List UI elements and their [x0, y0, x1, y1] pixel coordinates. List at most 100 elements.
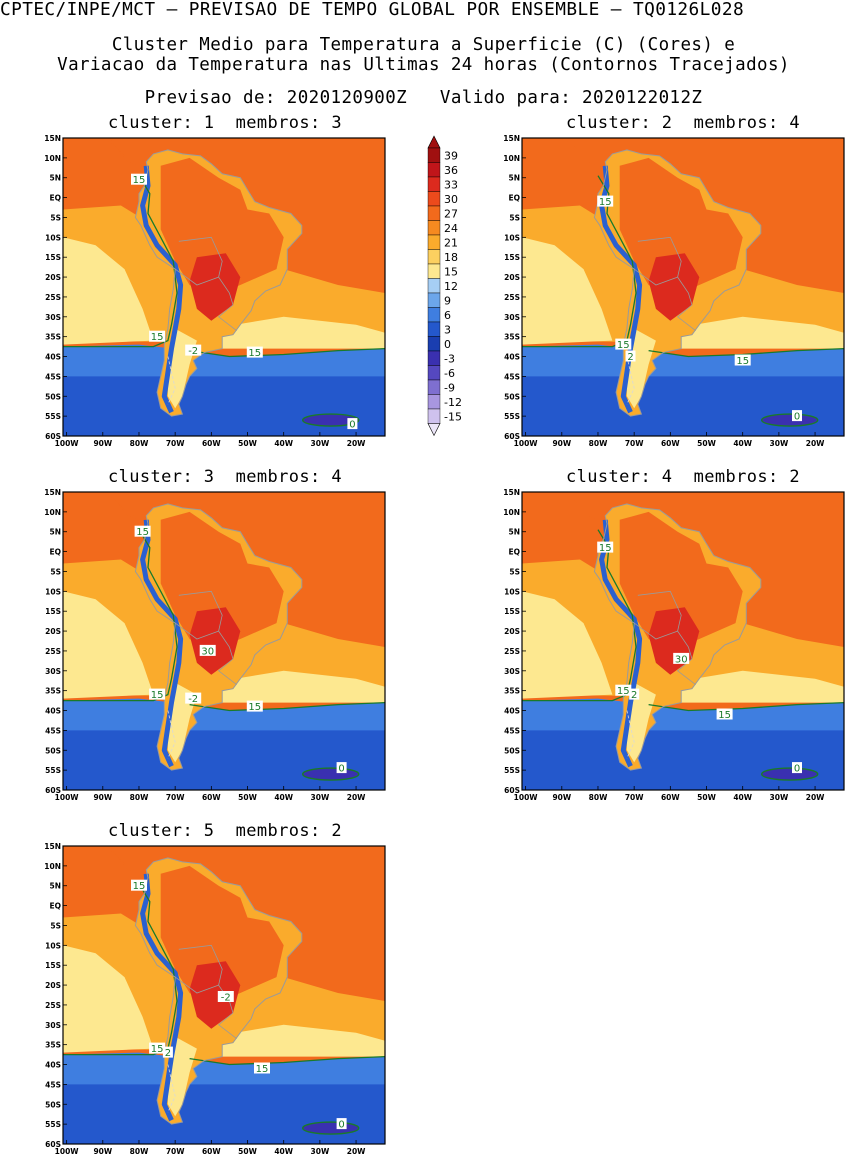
anomaly-dashed-contour [626, 710, 635, 759]
contour-label: 15 [151, 332, 164, 343]
country-borders [637, 236, 682, 278]
map-frame [521, 491, 845, 791]
legend-value: -9 [444, 381, 455, 394]
central-america-land [99, 138, 147, 166]
lat-tick-label: 35S [504, 687, 520, 696]
lon-tick-label: 70W [166, 439, 185, 448]
central-america-land [558, 492, 606, 520]
lat-tick-label: 10N [44, 862, 61, 871]
lat-tick-label: 10N [503, 154, 520, 163]
legend-swatch [427, 205, 441, 221]
lat-tick-label: 10N [44, 154, 61, 163]
contour-label-box [673, 652, 690, 664]
contour-15-east [189, 347, 385, 358]
lon-tick-label: 50W [238, 439, 257, 448]
lon-tick-label: 60W [661, 439, 680, 448]
lat-tick-label: 15N [44, 488, 61, 497]
lat-tick-label: 15N [44, 842, 61, 851]
cold-ocean-band [63, 730, 385, 790]
cool-atlantic-zone [652, 670, 844, 703]
lat-tick-label: 5N [50, 882, 62, 891]
lon-tick-label: 100W [55, 793, 80, 802]
zero-degree-area [761, 767, 819, 781]
contour-label-box [347, 418, 358, 430]
lon-tick-label: 40W [274, 1147, 293, 1156]
cluster-panel-title: cluster: 2 membros: 4 [566, 113, 800, 133]
lat-tick-label: 50S [504, 746, 520, 755]
cold-ocean-band [522, 730, 844, 790]
lat-tick-label: 60S [504, 786, 520, 795]
lat-tick-label: 60S [45, 1140, 61, 1149]
lat-tick-label: 15N [503, 488, 520, 497]
contour-label: 15 [151, 1044, 164, 1055]
contour-label-box [597, 541, 614, 553]
lat-tick-label: 35S [45, 1041, 61, 1050]
contour-label-box [185, 344, 202, 356]
cluster-panel-title: cluster: 1 membros: 3 [108, 113, 342, 133]
legend-swatch [427, 379, 441, 395]
contour-label: -2 [188, 694, 198, 705]
lon-tick-label: 30W [311, 439, 330, 448]
country-borders [178, 236, 223, 278]
legend-swatch [427, 191, 441, 207]
lon-tick-label: 30W [311, 793, 330, 802]
lon-tick-label: 40W [274, 439, 293, 448]
lat-tick-label: EQ [50, 902, 62, 911]
legend-swatch [427, 365, 441, 381]
lon-tick-label: 60W [202, 1147, 221, 1156]
lat-tick-label: 20S [504, 273, 520, 282]
country-borders [633, 268, 696, 332]
contour-label: 15 [736, 356, 749, 367]
legend-swatch [427, 176, 441, 192]
lon-tick-label: 30W [770, 793, 789, 802]
lat-tick-label: 10S [504, 233, 520, 242]
lon-tick-label: 100W [55, 1147, 80, 1156]
legend-swatch [427, 263, 441, 279]
anomaly-dashed-contour [167, 1064, 176, 1113]
lat-tick-label: 5S [50, 568, 61, 577]
legend-swatch [427, 350, 441, 366]
warm-interior [619, 511, 743, 651]
cluster-panel-title: cluster: 3 membros: 4 [108, 467, 342, 487]
lat-tick-label: 45S [45, 372, 61, 381]
lat-tick-label: 55S [45, 412, 61, 421]
figure-title: CPTEC/INPE/MCT – PREVISAO DE TEMPO GLOBA… [0, 0, 745, 20]
legend-value: 9 [444, 294, 451, 307]
lat-tick-label: 10S [45, 941, 61, 950]
contour-label-box [734, 354, 751, 366]
lat-tick-label: 60S [504, 432, 520, 441]
map-frame [521, 137, 845, 437]
zero-degree-area [302, 1121, 360, 1135]
coastline [593, 149, 762, 417]
legend-swatch [427, 249, 441, 265]
contour-label-box [149, 330, 166, 342]
warm-interior [160, 865, 284, 1005]
lat-tick-label: 15S [504, 607, 520, 616]
lat-tick-label: 40S [45, 353, 61, 362]
lon-tick-label: 80W [589, 439, 608, 448]
legend-value: 33 [444, 178, 458, 191]
lat-tick-label: 5N [50, 174, 62, 183]
contour-label: -2 [188, 346, 198, 357]
contour-label-box [246, 700, 263, 712]
lat-tick-label: EQ [50, 548, 62, 557]
legend-swatch [427, 147, 441, 163]
legend-value: -3 [444, 352, 455, 365]
andes-cold-strip [140, 873, 184, 1122]
contour-label-box [597, 195, 614, 207]
contour-15-east [189, 701, 385, 712]
lat-tick-label: 35S [504, 333, 520, 342]
lon-tick-label: 80W [130, 439, 149, 448]
country-borders [178, 944, 223, 986]
legend-swatch [427, 336, 441, 352]
lat-tick-label: 40S [45, 707, 61, 716]
cluster-map: 15 30 15 -2 15 0 15N 10N 5N EQ 5S 10S 15S 20S 25S 30S 35… [44, 488, 386, 802]
contour-label-box [162, 1046, 173, 1058]
contour-15-east [189, 1055, 385, 1066]
contour-label: 0 [349, 420, 355, 431]
lat-tick-label: 20S [45, 273, 61, 282]
lon-tick-label: 40W [733, 439, 752, 448]
cold-ocean-band [63, 376, 385, 436]
contour-label: 15 [718, 710, 731, 721]
lon-tick-label: 100W [514, 439, 539, 448]
